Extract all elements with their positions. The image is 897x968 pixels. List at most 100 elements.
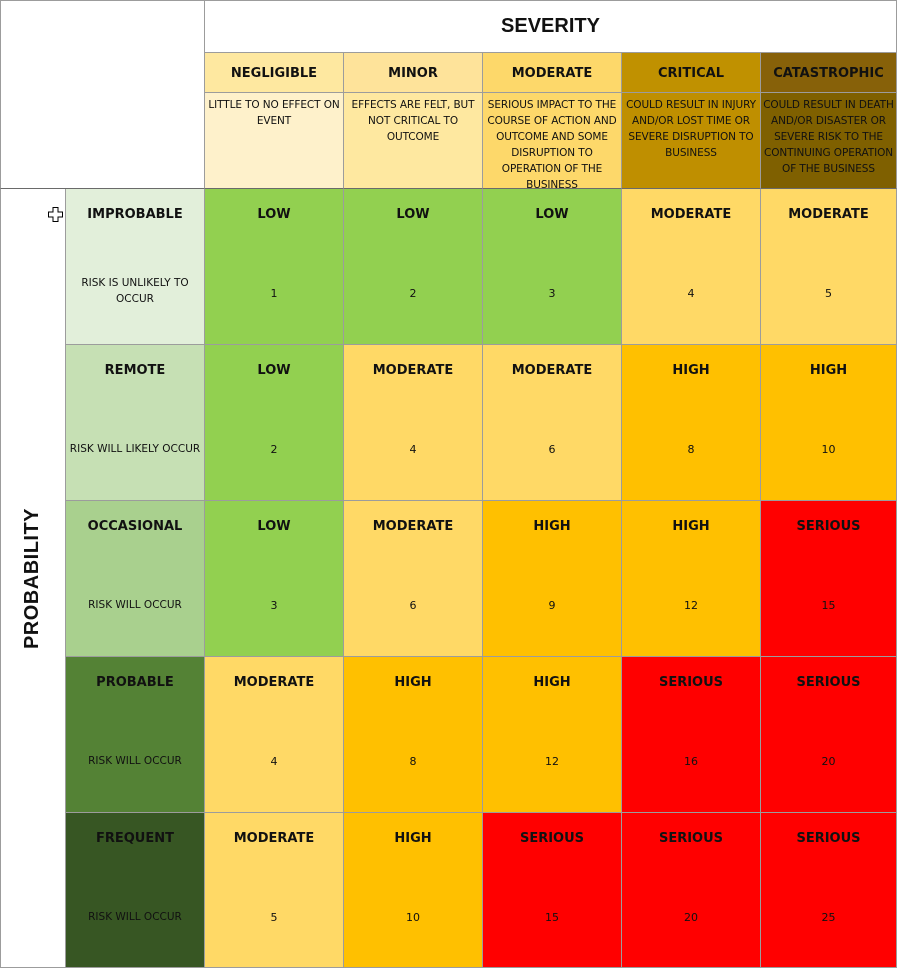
risk-cell-low[interactable]: LOW 3 [205, 501, 344, 657]
probability-row-remote[interactable]: REMOTE RISK WILL LIKELY OCCUR [66, 345, 205, 501]
risk-cell-serious[interactable]: SERIOUS 20 [622, 813, 761, 968]
risk-cell-high[interactable]: HIGH 10 [344, 813, 483, 968]
risk-score: 4 [687, 287, 695, 300]
risk-score: 6 [409, 599, 417, 612]
risk-score: 10 [821, 443, 836, 456]
risk-score: 25 [821, 911, 836, 924]
risk-cell-low[interactable]: LOW 1 [205, 189, 344, 345]
severity-header-minor[interactable]: MINOR [344, 53, 483, 93]
risk-score: 3 [270, 599, 278, 612]
severity-header-critical[interactable]: CRITICAL [622, 53, 761, 93]
probability-label: FREQUENT [95, 831, 174, 846]
risk-level: MODERATE [650, 207, 732, 222]
risk-score: 12 [684, 599, 698, 612]
probability-axis-label[interactable]: PROBABILITY [0, 189, 66, 968]
risk-level: HIGH [394, 675, 432, 690]
probability-description: RISK WILL OCCUR [88, 599, 182, 611]
risk-level: MODERATE [372, 363, 454, 378]
plus-cursor-icon [48, 207, 63, 222]
risk-cell-moderate[interactable]: MODERATE 6 [344, 501, 483, 657]
risk-cell-serious[interactable]: SERIOUS 25 [761, 813, 897, 968]
risk-score: 16 [684, 755, 698, 768]
risk-level: LOW [396, 207, 430, 222]
risk-level: HIGH [672, 363, 710, 378]
risk-level: MODERATE [233, 831, 315, 846]
risk-cell-high[interactable]: HIGH 12 [622, 501, 761, 657]
severity-header-catastrophic[interactable]: CATASTROPHIC [761, 53, 897, 93]
risk-level: SERIOUS [658, 831, 724, 846]
severity-header-moderate[interactable]: MODERATE [483, 53, 622, 93]
risk-level: SERIOUS [796, 675, 861, 690]
risk-level: SERIOUS [796, 519, 861, 534]
risk-level: MODERATE [511, 363, 593, 378]
risk-cell-low[interactable]: LOW 2 [205, 345, 344, 501]
risk-score: 10 [406, 911, 420, 924]
severity-desc-critical[interactable]: COULD RESULT IN INJURY AND/OR LOST TIME … [622, 93, 761, 189]
risk-score: 6 [548, 443, 556, 456]
risk-score: 8 [409, 755, 417, 768]
probability-title: PROBABILITY [21, 507, 44, 649]
risk-cell-high[interactable]: HIGH 12 [483, 657, 622, 813]
risk-level: SERIOUS [796, 831, 861, 846]
risk-cell-moderate[interactable]: MODERATE 6 [483, 345, 622, 501]
risk-score: 15 [545, 911, 559, 924]
risk-score: 3 [548, 287, 556, 300]
severity-desc-moderate[interactable]: SERIOUS IMPACT TO THE COURSE OF ACTION A… [483, 93, 622, 191]
risk-score: 12 [545, 755, 559, 768]
risk-level: LOW [257, 363, 291, 378]
risk-cell-high[interactable]: HIGH 10 [761, 345, 897, 501]
risk-level: LOW [535, 207, 569, 222]
risk-level: HIGH [672, 519, 710, 534]
probability-row-frequent[interactable]: FREQUENT RISK WILL OCCUR [66, 813, 205, 968]
risk-level: HIGH [533, 519, 571, 534]
probability-row-improbable[interactable]: IMPROBABLE RISK IS UNLIKELY TO OCCUR [66, 189, 205, 345]
risk-score: 4 [409, 443, 417, 456]
risk-level: HIGH [394, 831, 432, 846]
severity-desc-catastrophic[interactable]: COULD RESULT IN DEATH AND/OR DISASTER OR… [761, 93, 897, 189]
risk-cell-moderate[interactable]: MODERATE 4 [622, 189, 761, 345]
probability-description: RISK WILL LIKELY OCCUR [69, 443, 201, 455]
probability-description: RISK IS UNLIKELY TO OCCUR [81, 277, 189, 305]
risk-score: 9 [548, 599, 556, 612]
risk-level: MODERATE [788, 207, 869, 222]
risk-cell-high[interactable]: HIGH 8 [622, 345, 761, 501]
risk-level: SERIOUS [519, 831, 585, 846]
risk-level: LOW [257, 519, 291, 534]
risk-cell-moderate[interactable]: MODERATE 4 [205, 657, 344, 813]
probability-description: RISK WILL OCCUR [88, 911, 182, 923]
risk-score: 20 [821, 755, 836, 768]
risk-cell-serious[interactable]: SERIOUS 15 [761, 501, 897, 657]
risk-score: 1 [270, 287, 278, 300]
risk-cell-low[interactable]: LOW 2 [344, 189, 483, 345]
probability-row-probable[interactable]: PROBABLE RISK WILL OCCUR [66, 657, 205, 813]
risk-cell-moderate[interactable]: MODERATE 4 [344, 345, 483, 501]
risk-cell-high[interactable]: HIGH 9 [483, 501, 622, 657]
risk-cell-serious[interactable]: SERIOUS 15 [483, 813, 622, 968]
severity-title[interactable]: SEVERITY [205, 0, 897, 53]
probability-description: RISK WILL OCCUR [88, 755, 182, 767]
probability-label: REMOTE [104, 363, 166, 378]
risk-score: 15 [821, 599, 836, 612]
risk-cell-low[interactable]: LOW 3 [483, 189, 622, 345]
probability-label: PROBABLE [96, 675, 174, 690]
severity-desc-negligible[interactable]: LITTLE TO NO EFFECT ON EVENT [205, 93, 344, 189]
risk-cell-serious[interactable]: SERIOUS 20 [761, 657, 897, 813]
risk-level: MODERATE [233, 675, 315, 690]
risk-cell-serious[interactable]: SERIOUS 16 [622, 657, 761, 813]
risk-score: 2 [270, 443, 278, 456]
risk-level: SERIOUS [658, 675, 724, 690]
risk-cell-moderate[interactable]: MODERATE 5 [205, 813, 344, 968]
probability-row-occasional[interactable]: OCCASIONAL RISK WILL OCCUR [66, 501, 205, 657]
risk-cell-moderate[interactable]: MODERATE 5 [761, 189, 897, 345]
corner-cell[interactable] [0, 0, 205, 189]
risk-level: MODERATE [372, 519, 454, 534]
severity-desc-minor[interactable]: EFFECTS ARE FELT, BUT NOT CRITICAL TO OU… [344, 93, 483, 189]
risk-score: 20 [684, 911, 698, 924]
risk-level: HIGH [809, 363, 848, 378]
risk-score: 2 [409, 287, 417, 300]
risk-cell-high[interactable]: HIGH 8 [344, 657, 483, 813]
risk-level: HIGH [533, 675, 571, 690]
risk-score: 8 [687, 443, 695, 456]
severity-header-negligible[interactable]: NEGLIGIBLE [205, 53, 344, 93]
